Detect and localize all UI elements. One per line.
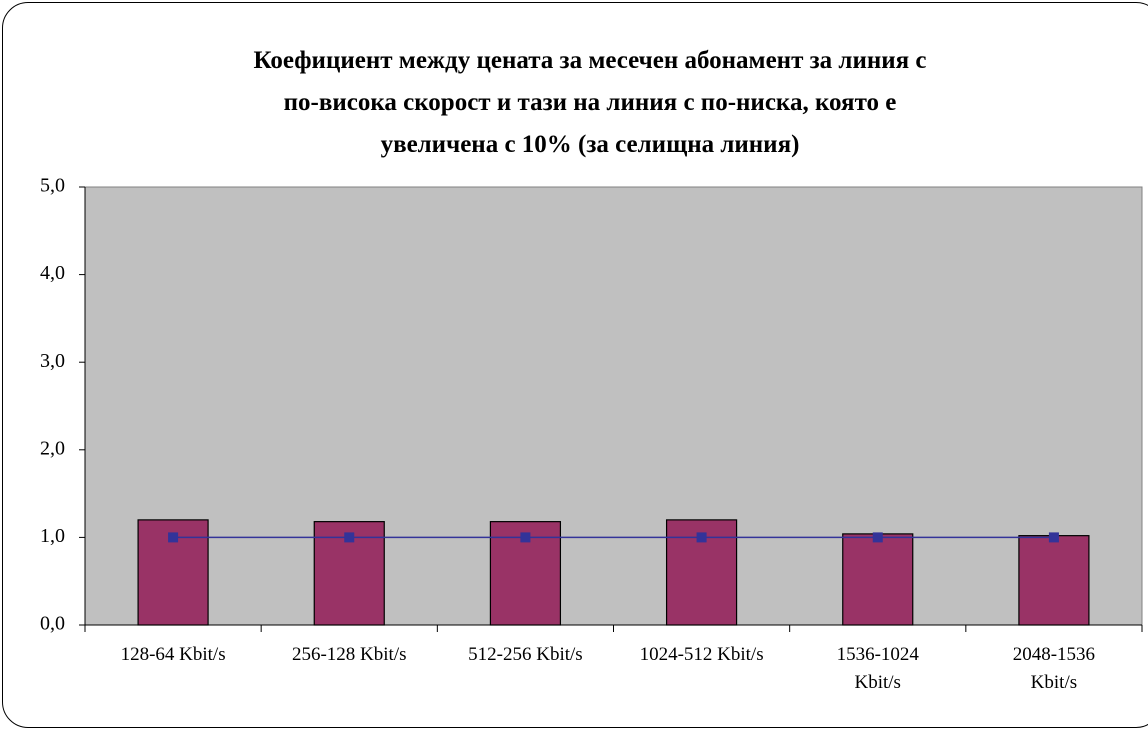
plot-area xyxy=(84,186,1143,626)
x-tick-label: 256-128 Kbit/s xyxy=(291,644,407,665)
x-tick-label: 2048-1536 Kbit/s xyxy=(1012,644,1096,693)
marker xyxy=(696,532,707,543)
marker xyxy=(344,532,355,543)
x-tick-label: 512-256 Kbit/s xyxy=(468,644,583,665)
bar xyxy=(842,533,914,626)
y-tick-label: 4,0 xyxy=(40,262,65,284)
bar xyxy=(1018,535,1090,626)
x-tick-label: 1536-1024 Kbit/s xyxy=(836,644,919,693)
marker xyxy=(168,532,179,543)
x-tick-label: 1024-512 Kbit/s xyxy=(639,644,764,665)
marker xyxy=(520,532,531,543)
y-tick-label: 5,0 xyxy=(40,175,65,197)
x-tick-label: 128-64 Kbit/s xyxy=(120,644,226,665)
y-tick-label: 2,0 xyxy=(40,437,65,459)
marker xyxy=(1048,532,1059,543)
y-tick-label: 3,0 xyxy=(40,350,65,372)
marker xyxy=(872,532,883,543)
y-tick-label: 1,0 xyxy=(40,525,65,547)
y-tick-label: 0,0 xyxy=(40,613,65,635)
chart-title: Коефициент между цената за месечен абона… xyxy=(253,47,927,158)
